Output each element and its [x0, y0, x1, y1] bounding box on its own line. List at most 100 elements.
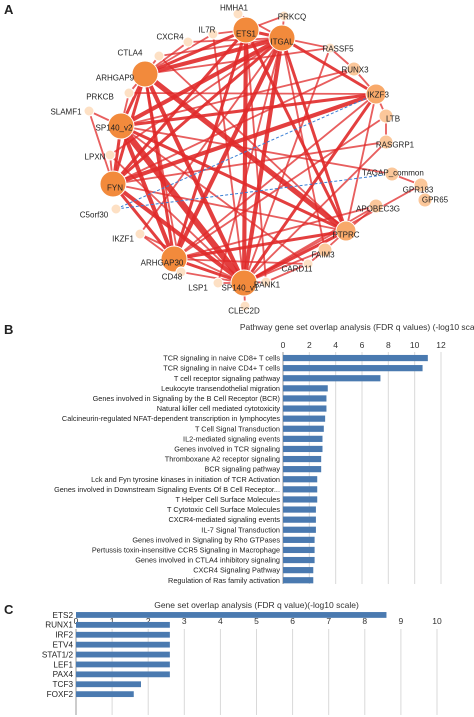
network-node-ets1 [232, 16, 260, 44]
network-edge [111, 36, 284, 186]
network-label-gpr65: GPR65 [422, 196, 449, 205]
geneset-chart-bar [76, 651, 170, 658]
network-edge [243, 249, 326, 284]
pathway-chart-bar [283, 516, 316, 523]
geneset-chart-tick-label: 8 [362, 616, 367, 626]
network-node-clec2d [239, 300, 251, 312]
network-edge [158, 55, 347, 232]
geneset-chart-bar [76, 621, 170, 628]
geneset-chart-bars: ETS2RUNX1IRF2ETV4STAT1/2LEF1PAX4TCF3FOXF… [42, 611, 387, 699]
panel-a: A HMHA1 PRKCQ ETS1 ITGAL IL7R CXCR4 RASSF5 CTLA… [0, 0, 474, 320]
network-edge [173, 115, 387, 260]
network-node-hmha1 [232, 8, 244, 20]
network-label-bank1: BANK1 [254, 281, 281, 290]
pathway-chart-category-label: Pertussis toxin-insensitive CCR5 Signali… [92, 546, 280, 555]
network-label-card11: CARD11 [282, 265, 314, 274]
network-edge [243, 205, 377, 284]
network-label-ets1: ETS1 [236, 30, 257, 39]
network-edge-dashed [115, 93, 377, 210]
network-label-ikzf1: IKZF1 [112, 235, 134, 244]
pathway-chart-category-label: Leukocyte transendothelial migration [161, 384, 280, 393]
network-node-card11 [302, 258, 314, 270]
pathway-chart-bar [283, 577, 314, 584]
network-node-sp140-v1 [230, 269, 258, 297]
panel-c: C Gene set overlap analysis (FDR q value… [0, 596, 474, 717]
pathway-chart-bar [283, 455, 322, 463]
pathway-chart-category-label: Thromboxane A2 receptor signaling [165, 455, 280, 464]
network-node-faim3 [317, 242, 333, 258]
geneset-chart-tick-label: 10 [432, 616, 442, 626]
network-node-itgal [268, 24, 296, 52]
pathway-chart-bar [283, 405, 327, 412]
network-label-prkcq: PRKCQ [278, 13, 306, 22]
gene-set-bar-chart: Gene set overlap analysis (FDR q value)(… [42, 600, 442, 715]
pathway-chart-category-label: T cell receptor signaling pathway [174, 374, 280, 383]
geneset-chart-bar [76, 612, 387, 618]
pathway-chart-bar [283, 496, 318, 503]
pathway-chart-bar [283, 415, 326, 422]
network-edge [172, 229, 348, 261]
pathway-chart-category-label: Genes involved in Downstream Signaling E… [54, 485, 280, 494]
pathway-chart-tick-label: 12 [436, 340, 446, 350]
pathway-chart-category-label: T Helper Cell Surface Molecules [176, 495, 281, 504]
network-node-bank1 [260, 276, 272, 288]
pathway-chart-category-label: T Cell Signal Transduction [195, 424, 280, 433]
network-node-sp140-v2 [107, 112, 135, 140]
network-edge [111, 182, 176, 261]
network-edge [242, 92, 378, 285]
network-node-ctla4 [153, 50, 165, 62]
pathway-chart-category-label: TCR signaling in naive CD4+ T cells [163, 364, 280, 373]
pathway-chart-bar [283, 567, 314, 574]
panel-c-letter: C [4, 602, 14, 617]
pathway-chart-bar [283, 476, 318, 483]
network-label-prkcb: PRKCB [86, 93, 114, 102]
geneset-chart-category-label: LEF1 [53, 660, 73, 669]
network-label-gpr183: GPR183 [403, 186, 434, 195]
pathway-chart-bar [283, 375, 381, 382]
network-label-arhgap9: ARHGAP9 [96, 74, 135, 83]
network-edge [109, 37, 283, 156]
network-nodes [83, 8, 433, 312]
network-node-rasgrp1 [378, 134, 394, 150]
network-label-c5orf30: C5orf30 [80, 211, 109, 220]
pathway-chart-category-label: IL2-mediated signaling events [183, 434, 280, 443]
network-node-apobec3g [368, 198, 384, 214]
network-edge-dashed [115, 173, 393, 210]
network-label-slamf1: SLAMF1 [50, 108, 82, 117]
pathway-chart-tick-label: 0 [281, 340, 286, 350]
pathway-chart-tick-label: 4 [333, 340, 338, 350]
geneset-chart-category-label: ETS2 [53, 611, 74, 620]
geneset-chart-bar [76, 661, 170, 668]
network-edge [280, 36, 378, 96]
network-edge [120, 125, 393, 175]
network-edge [243, 141, 387, 284]
geneset-chart-tick-label: 9 [399, 616, 404, 626]
network-label-runx3: RUNX3 [341, 66, 369, 75]
geneset-chart-bar [76, 681, 141, 688]
pathway-chart-category-label: CXCR4 Signaling Pathway [193, 566, 280, 575]
pathway-chart-bar [283, 466, 322, 473]
network-node-cxcr4 [182, 36, 194, 48]
network-node-il7r [207, 28, 219, 40]
pathway-chart-category-label: Regulation of Ras family activation [168, 576, 280, 585]
network-edge [173, 205, 377, 260]
geneset-chart-bar [76, 641, 170, 648]
network-label-sp140-v2: SP140_v2 [96, 124, 133, 133]
pathway-chart-tick-label: 8 [386, 340, 391, 350]
geneset-chart-tick-label: 1 [110, 616, 115, 626]
geneset-chart-category-label: TCF3 [53, 680, 74, 689]
network-edge [243, 47, 331, 284]
network-edge [139, 37, 283, 235]
network-label-cxcr4: CXCR4 [156, 33, 184, 42]
network-node-fyn [99, 170, 127, 198]
network-label-apobec3g: APOBEC3G [356, 205, 400, 214]
pathway-chart-category-label: Natural killer cell mediated cytotoxicit… [157, 404, 281, 413]
pathway-chart-category-label: Genes involved in TCR signaling [174, 445, 280, 454]
pathway-chart-tick-label: 2 [307, 340, 312, 350]
network-label-ltb: LTB [386, 115, 400, 124]
network-node-prkcb [123, 87, 135, 99]
network-label-rassf5: RASSF5 [322, 45, 354, 54]
pathway-chart-bar [283, 385, 328, 392]
geneset-chart-bar [76, 631, 170, 638]
network-label-clec2d: CLEC2D [228, 307, 260, 316]
